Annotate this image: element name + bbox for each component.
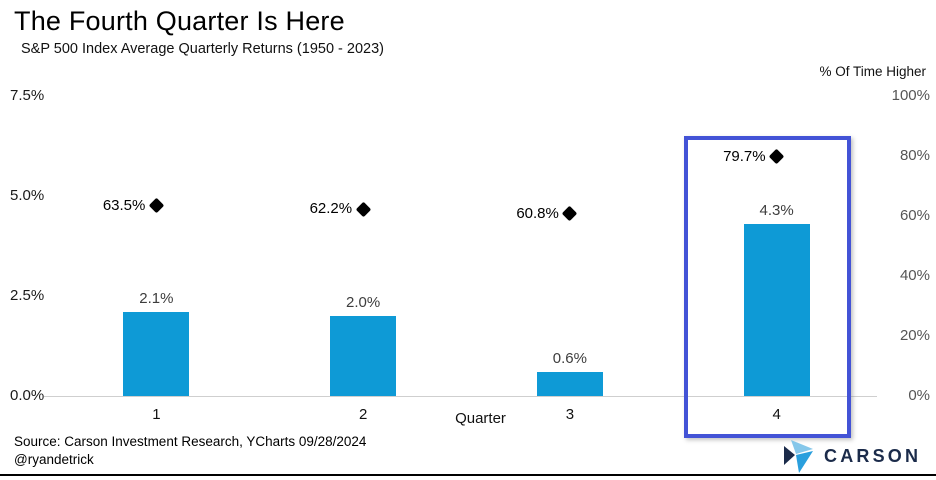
carson-logo-icon: [784, 440, 813, 473]
right-axis-tick: 80%: [899, 147, 930, 164]
bar: [123, 312, 190, 396]
chart-subtitle: S&P 500 Index Average Quarterly Returns …: [21, 41, 384, 57]
bar-value-label: 2.1%: [139, 290, 174, 307]
diamond-value-label: 79.7%: [723, 147, 766, 165]
right-axis-tick: 0%: [908, 387, 930, 404]
carson-wordmark: CARSON: [824, 446, 922, 466]
author-handle: @ryandetrick: [14, 452, 94, 467]
diamond-value-label: 60.8%: [516, 204, 559, 222]
bar-value-label: 2.0%: [346, 294, 381, 311]
right-axis-tick: 100%: [891, 87, 930, 104]
x-tick-label: 3: [565, 406, 575, 423]
left-axis-tick: 7.5%: [10, 87, 45, 104]
left-axis-tick: 0.0%: [10, 387, 45, 404]
bottom-border-rule: [0, 474, 936, 476]
bar: [536, 372, 603, 396]
bar-value-label: 4.3%: [759, 202, 794, 219]
right-axis-title: % Of Time Higher: [819, 64, 926, 79]
right-axis-tick: 20%: [899, 327, 930, 344]
bar: [743, 224, 810, 396]
left-axis-tick: 5.0%: [10, 187, 45, 204]
bar: [330, 316, 397, 396]
x-tick-label: 2: [358, 406, 368, 423]
chart-title: The Fourth Quarter Is Here: [14, 6, 345, 36]
source-line: Source: Carson Investment Research, YCha…: [14, 434, 367, 449]
right-axis-tick: 40%: [899, 267, 930, 284]
diamond-value-label: 62.2%: [309, 200, 353, 218]
left-axis-tick: 2.5%: [10, 287, 45, 304]
x-tick-label: 1: [152, 406, 161, 423]
x-axis-line: [44, 396, 877, 397]
diamond-value-label: 63.5%: [102, 196, 146, 214]
x-tick-label: 4: [772, 406, 781, 423]
highlight-box: [683, 136, 851, 438]
bar-value-label: 0.6%: [552, 350, 587, 367]
diamond-marker: [355, 201, 371, 218]
diamond-marker: [148, 197, 165, 214]
diamond-marker: [562, 205, 578, 222]
right-axis-tick: 60%: [899, 207, 930, 224]
x-axis-label: Quarter: [455, 410, 506, 427]
